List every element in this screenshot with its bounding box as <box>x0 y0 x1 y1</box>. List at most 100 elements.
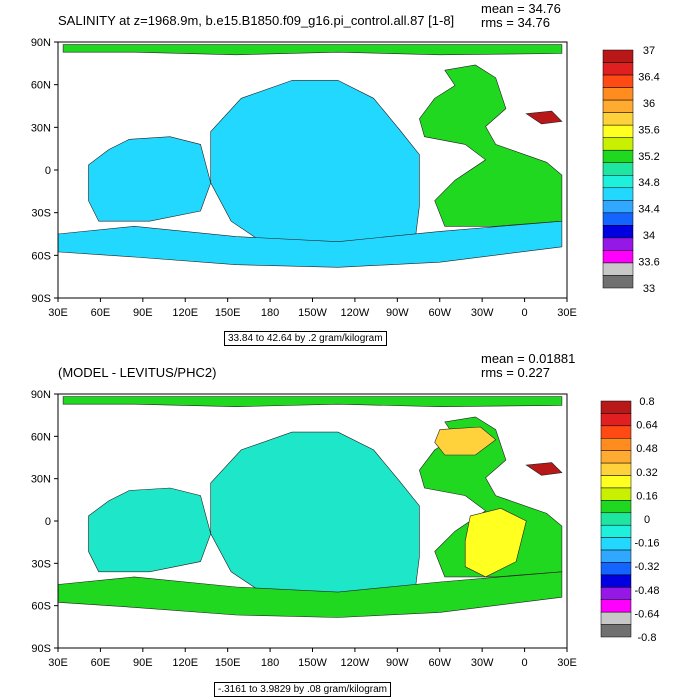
panel2-rms: rms = 0.227 <box>481 365 551 380</box>
lon-tick-label: 60E <box>91 307 111 319</box>
colorbar-box <box>600 512 632 526</box>
colorbar-box <box>602 162 634 176</box>
colorbar-box <box>602 112 634 126</box>
colorbar-label: 0 <box>644 514 650 526</box>
lat-tick-label: 30N <box>31 122 51 134</box>
colorbar-box <box>600 438 632 451</box>
lat-tick-label: 60S <box>31 601 51 613</box>
colorbar-label: 0.16 <box>636 490 657 502</box>
region-mediterranean <box>525 462 563 476</box>
panel2-mean: mean = 0.01881 <box>481 351 576 366</box>
lon-tick-label: 0 <box>522 657 528 669</box>
lon-tick-label: 150W <box>298 307 327 319</box>
colorbar-box <box>602 250 634 264</box>
colorbar-box <box>600 562 632 576</box>
colorbar-box <box>600 450 632 464</box>
colorbar-box <box>602 200 634 214</box>
colorbar-box <box>602 212 634 226</box>
lon-tick-label: 180 <box>261 307 279 319</box>
lon-tick-label: 120E <box>172 307 198 319</box>
colorbar-label: 34 <box>643 230 655 242</box>
region-arctic <box>62 44 563 56</box>
region-pacific <box>210 80 420 248</box>
colorbar-box <box>600 500 632 514</box>
lon-tick-label: 120W <box>341 657 370 669</box>
lat-tick-label: 90N <box>31 37 51 49</box>
colorbar-box <box>600 574 632 588</box>
colorbar-box <box>600 537 632 551</box>
lon-tick-label: 30E <box>557 307 577 319</box>
colorbar-label: -0.32 <box>634 561 659 573</box>
panel1-rms: rms = 34.76 <box>481 15 551 30</box>
colorbar-label: 34.4 <box>638 204 659 216</box>
colorbar-box <box>600 400 632 414</box>
lat-tick-label: 90S <box>31 643 51 655</box>
lon-tick-label: 90E <box>133 307 153 319</box>
lat-tick-label: 60N <box>31 431 51 443</box>
region-labrador-nordic <box>434 426 497 456</box>
colorbar-label: 35.6 <box>638 124 659 136</box>
colorbar-label: -0.8 <box>638 632 657 644</box>
lat-tick-label: 90N <box>31 389 51 401</box>
lon-tick-label: 30W <box>471 307 494 319</box>
colorbar-box <box>602 225 634 239</box>
panel1-mean: mean = 34.76 <box>481 1 561 16</box>
colorbar-box <box>602 149 634 163</box>
colorbar-box <box>602 262 634 276</box>
colorbar-box <box>600 425 632 439</box>
colorbar-label: 0.48 <box>636 443 657 455</box>
colorbar-label: 0.8 <box>639 396 654 408</box>
lon-tick-label: 90W <box>386 307 409 319</box>
lat-tick-label: 60S <box>31 250 51 262</box>
colorbar-label: -0.16 <box>634 538 659 550</box>
colorbar-label: 34.8 <box>638 177 659 189</box>
colorbar-label: 37 <box>643 45 655 57</box>
lon-tick-label: 30E <box>557 657 577 669</box>
colorbar-label: 33.6 <box>638 257 659 269</box>
colorbar-box <box>602 124 634 138</box>
colorbar-box <box>600 413 632 427</box>
lon-tick-label: 30E <box>48 307 68 319</box>
colorbar-box <box>602 137 634 151</box>
colorbar-box <box>602 62 634 76</box>
colorbar-label: 33 <box>643 283 655 295</box>
colorbar-label: 36.4 <box>638 71 659 83</box>
lon-tick-label: 90W <box>386 657 409 669</box>
lat-tick-label: 0 <box>45 516 51 528</box>
lon-tick-label: 90E <box>133 657 153 669</box>
colorbar-box <box>602 99 634 113</box>
colorbar-box <box>602 187 634 201</box>
lon-tick-label: 120E <box>172 657 198 669</box>
colorbar-label: 0.64 <box>636 420 657 432</box>
colorbar-box <box>600 549 632 563</box>
colorbar-box <box>600 475 632 489</box>
panel2-title: (MODEL - LEVITUS/PHC2) <box>58 365 217 380</box>
region-south-atlantic <box>464 507 527 578</box>
lon-tick-label: 150W <box>298 657 327 669</box>
colorbar-label: 35.2 <box>638 151 659 163</box>
colorbar-box <box>600 624 632 638</box>
colorbar-label: 36 <box>643 98 655 110</box>
lon-tick-label: 150E <box>215 657 241 669</box>
lon-tick-label: 30E <box>48 657 68 669</box>
colorbar-box <box>600 524 632 538</box>
lon-tick-label: 180 <box>261 657 279 669</box>
colorbar-box <box>602 175 634 189</box>
region-southern <box>57 571 563 618</box>
region-indian <box>88 487 212 573</box>
colorbar-box <box>600 587 632 600</box>
panel1-title: SALINITY at z=1968.9m, b.e15.B1850.f09_g… <box>58 13 455 28</box>
lat-tick-label: 60N <box>31 80 51 92</box>
region-atlantic <box>419 64 563 227</box>
lat-tick-label: 30S <box>31 208 51 220</box>
lat-tick-label: 0 <box>45 165 51 177</box>
lat-tick-label: 30S <box>31 558 51 570</box>
lon-tick-label: 150E <box>215 307 241 319</box>
colorbar-box <box>600 462 632 476</box>
colorbar-box <box>602 74 634 88</box>
colorbar-box <box>602 49 634 63</box>
region-mediterranean <box>525 110 563 125</box>
colorbar-box <box>600 487 632 501</box>
lon-tick-label: 120W <box>341 307 370 319</box>
